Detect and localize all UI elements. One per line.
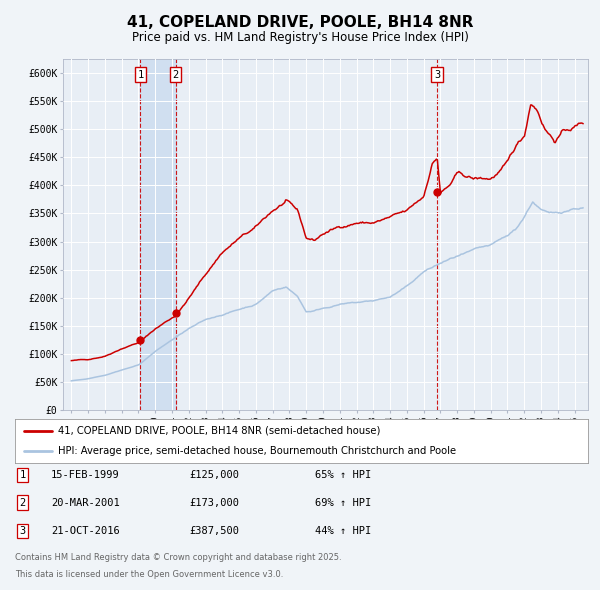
Text: 44% ↑ HPI: 44% ↑ HPI bbox=[315, 526, 371, 536]
Text: £125,000: £125,000 bbox=[189, 470, 239, 480]
Text: 3: 3 bbox=[20, 526, 26, 536]
Text: 65% ↑ HPI: 65% ↑ HPI bbox=[315, 470, 371, 480]
Text: 69% ↑ HPI: 69% ↑ HPI bbox=[315, 498, 371, 507]
Text: This data is licensed under the Open Government Licence v3.0.: This data is licensed under the Open Gov… bbox=[15, 571, 283, 579]
Text: 20-MAR-2001: 20-MAR-2001 bbox=[51, 498, 120, 507]
Text: 3: 3 bbox=[434, 70, 440, 80]
Text: 41, COPELAND DRIVE, POOLE, BH14 8NR (semi-detached house): 41, COPELAND DRIVE, POOLE, BH14 8NR (sem… bbox=[58, 426, 380, 436]
Bar bbox=[140, 59, 176, 410]
Text: £173,000: £173,000 bbox=[189, 498, 239, 507]
Text: £387,500: £387,500 bbox=[189, 526, 239, 536]
Text: 21-OCT-2016: 21-OCT-2016 bbox=[51, 526, 120, 536]
Text: 2: 2 bbox=[20, 498, 26, 507]
Text: 15-FEB-1999: 15-FEB-1999 bbox=[51, 470, 120, 480]
Text: 1: 1 bbox=[137, 70, 143, 80]
Text: Contains HM Land Registry data © Crown copyright and database right 2025.: Contains HM Land Registry data © Crown c… bbox=[15, 553, 341, 562]
Text: HPI: Average price, semi-detached house, Bournemouth Christchurch and Poole: HPI: Average price, semi-detached house,… bbox=[58, 446, 456, 456]
Text: Price paid vs. HM Land Registry's House Price Index (HPI): Price paid vs. HM Land Registry's House … bbox=[131, 31, 469, 44]
Text: 41, COPELAND DRIVE, POOLE, BH14 8NR: 41, COPELAND DRIVE, POOLE, BH14 8NR bbox=[127, 15, 473, 30]
Text: 2: 2 bbox=[173, 70, 179, 80]
Text: 1: 1 bbox=[20, 470, 26, 480]
